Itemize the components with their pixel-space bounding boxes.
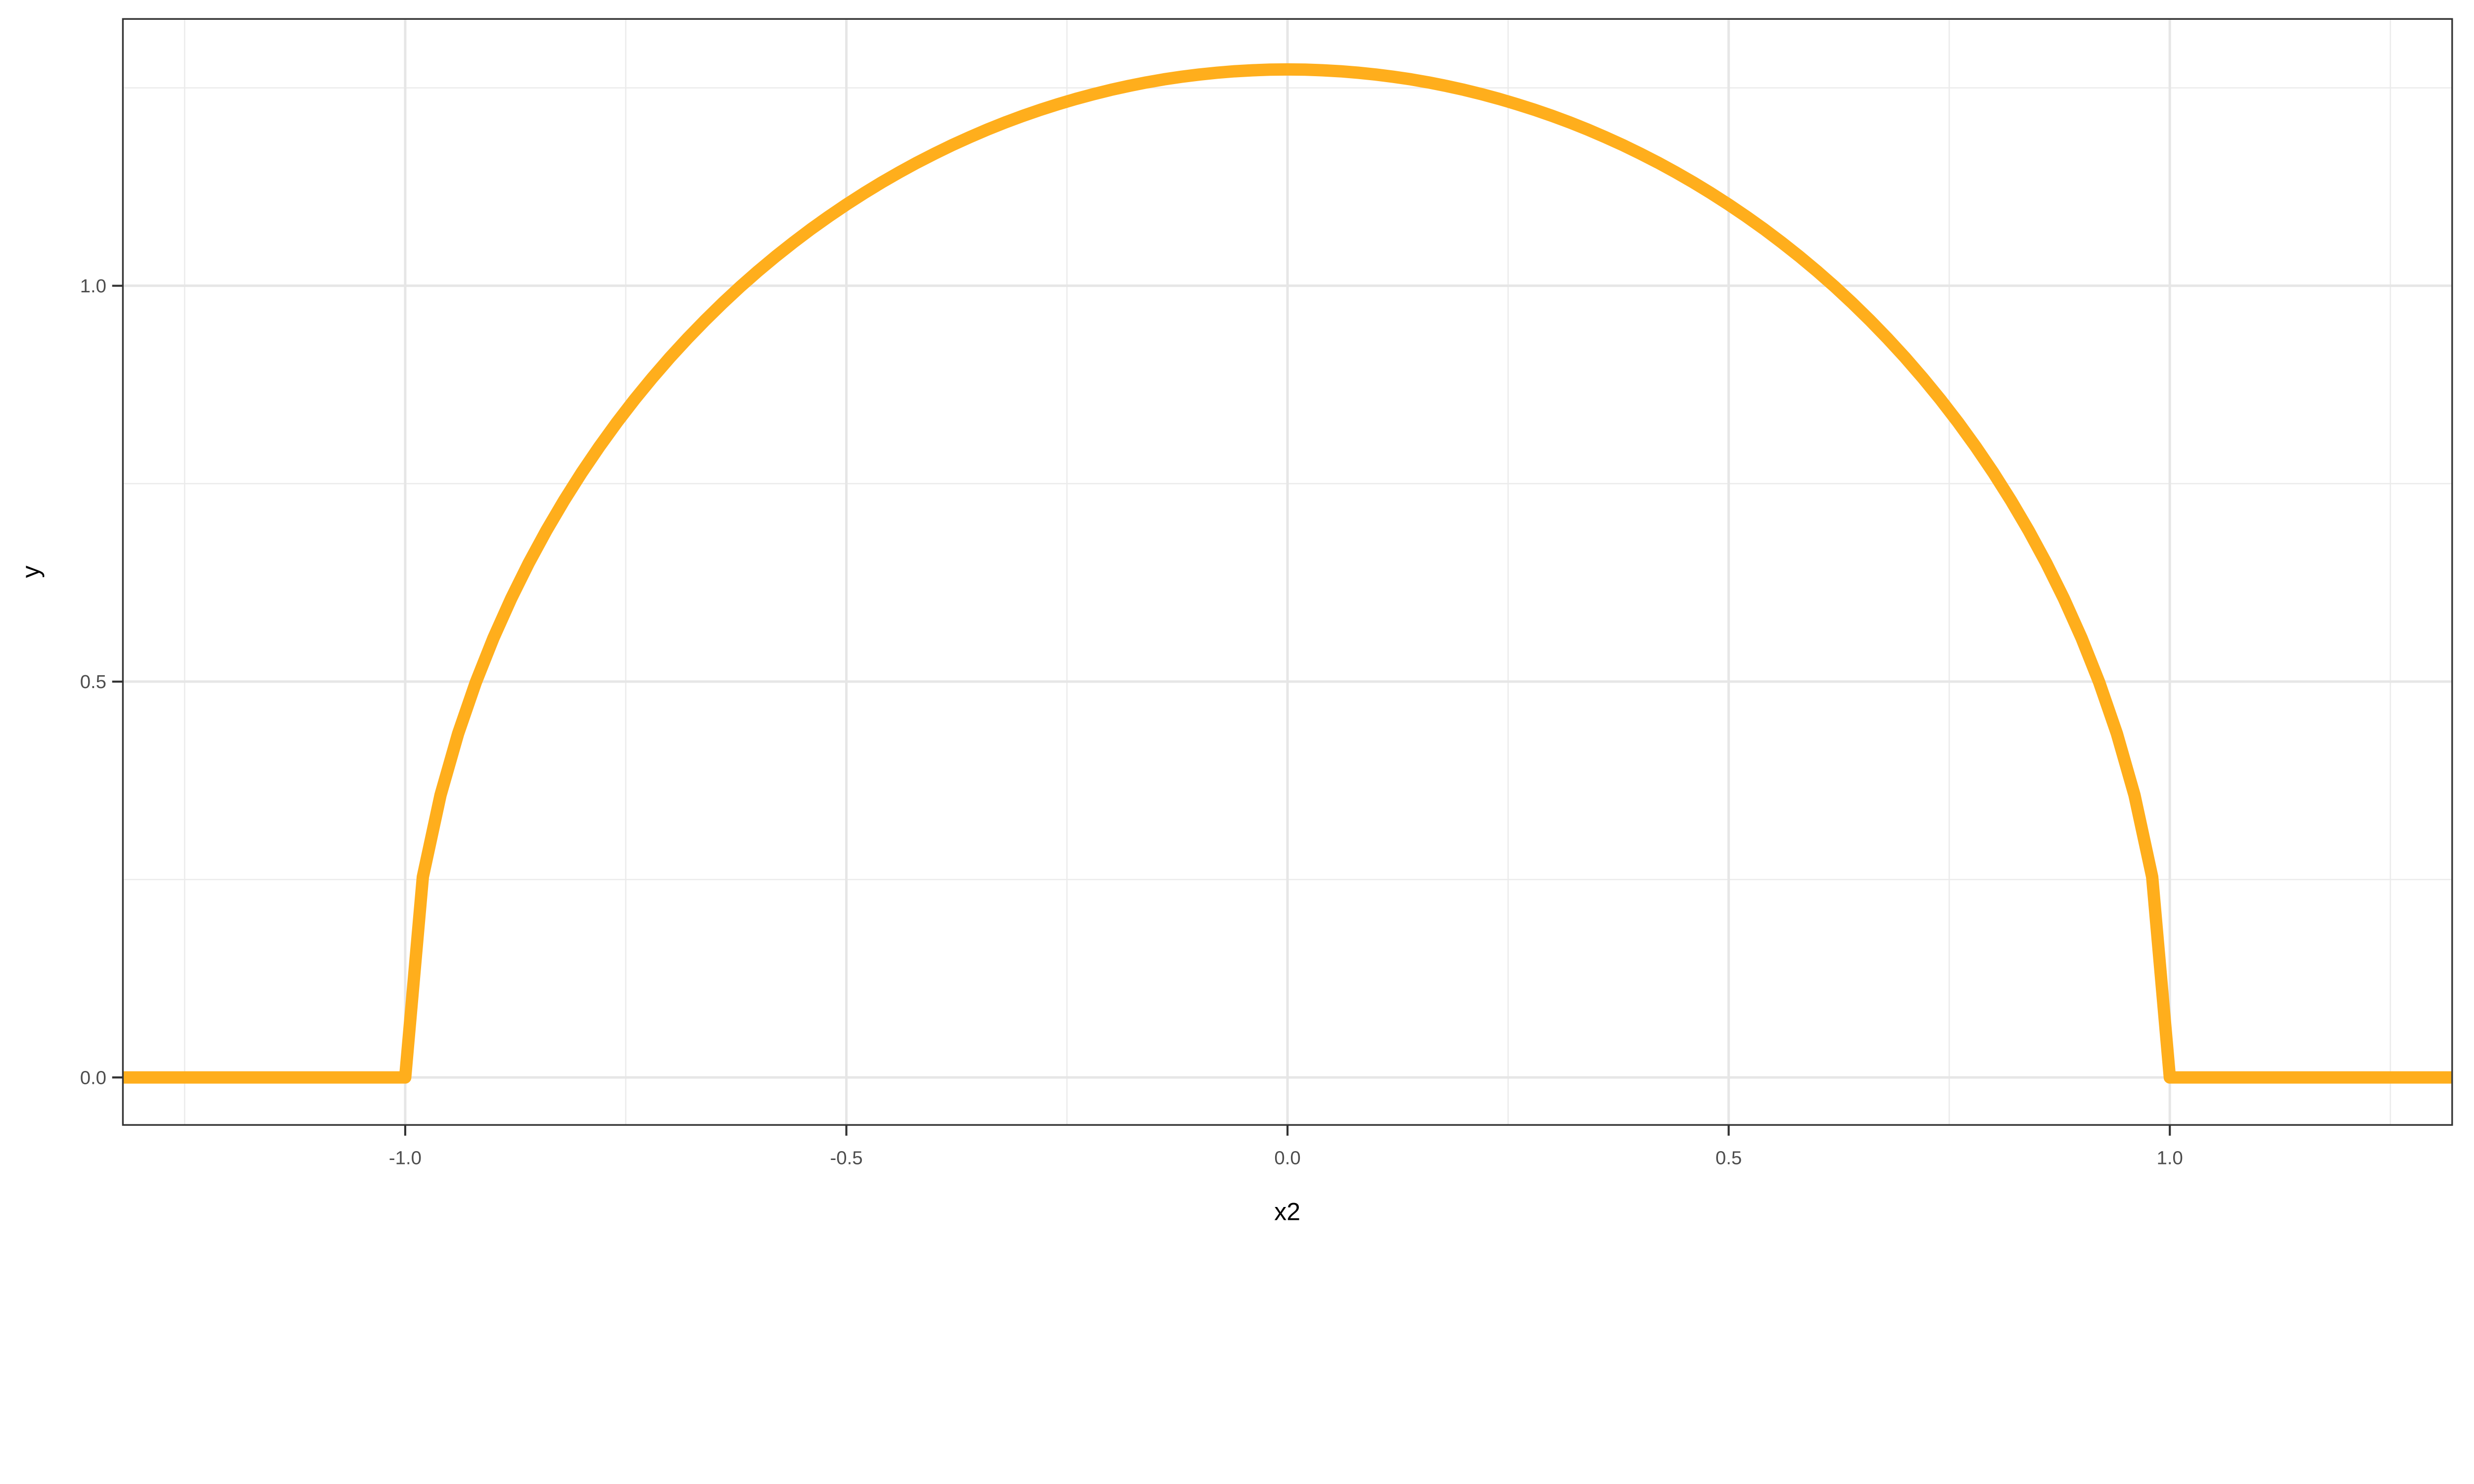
y-tick-label: 0.0 [80, 1067, 106, 1088]
line-layer [123, 63, 2452, 1084]
y-tick-label: 0.5 [80, 671, 106, 693]
x-tick-label: -0.5 [830, 1147, 862, 1168]
x-tick-label: -1.0 [389, 1147, 422, 1168]
y-axis-title: y [17, 565, 45, 578]
x-tick-label: 0.0 [1274, 1147, 1300, 1168]
x-axis-title: x2 [1274, 1198, 1300, 1226]
series-line [123, 63, 2452, 1084]
x-tick-label: 1.0 [2157, 1147, 2183, 1168]
ticks: -1.0 -0.5 0.0 0.5 1.0 0.0 0.5 1.0 [80, 276, 2183, 1168]
y-tick-label: 1.0 [80, 276, 106, 297]
grid [123, 19, 2452, 1125]
chart: -1.0 -0.5 0.0 0.5 1.0 0.0 0.5 1.0 x2 y [17, 18, 2453, 1226]
x-tick-label: 0.5 [1715, 1147, 1742, 1168]
